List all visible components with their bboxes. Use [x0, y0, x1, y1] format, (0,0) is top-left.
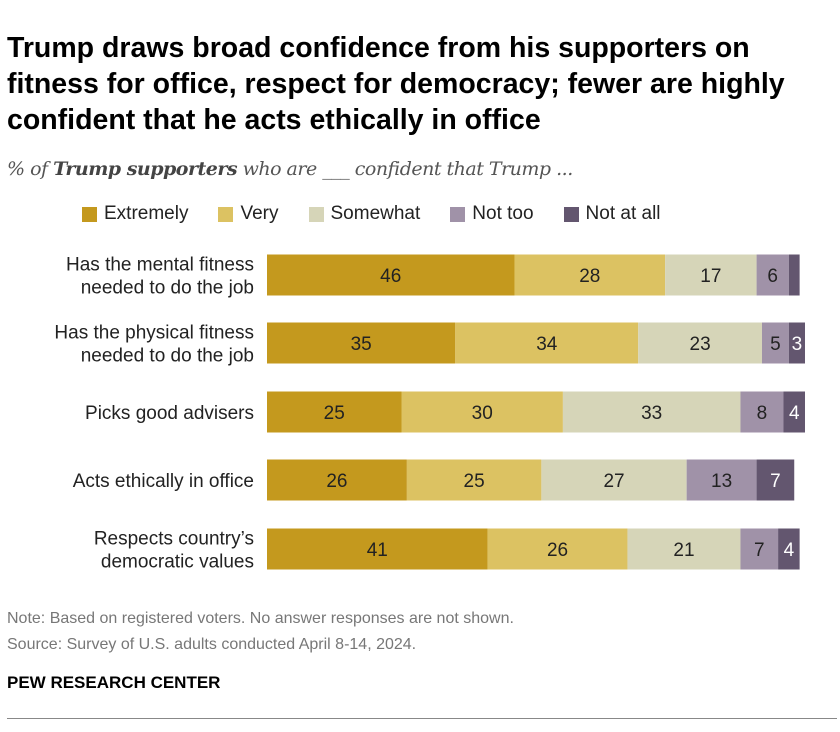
legend-label: Not at all — [585, 203, 661, 224]
legend-item: Extremely — [82, 203, 188, 225]
data-label: 35 — [351, 334, 372, 355]
legend-label: Somewhat — [330, 203, 421, 224]
bar-segment-not-too — [761, 322, 789, 364]
bar-segment-very — [455, 322, 639, 364]
data-label: 33 — [641, 403, 662, 424]
data-label: 26 — [547, 540, 568, 561]
bar-segment-not-at-all — [783, 391, 805, 433]
brand-logo-text: PEW RESEARCH CENTER — [7, 673, 221, 692]
data-label: 7 — [754, 540, 765, 561]
data-label: 6 — [767, 266, 778, 287]
data-label: 26 — [326, 471, 347, 492]
category-label: needed to do the job — [81, 278, 254, 299]
subtitle-prefix: % of — [7, 158, 54, 180]
subtitle-suffix: who are ___ confident that Trump ... — [237, 158, 574, 180]
legend-item: Not at all — [563, 203, 661, 225]
chart-subtitle: % of Trump supporters who are ___ confid… — [7, 158, 573, 180]
category-label: democratic values — [101, 552, 254, 573]
bar-segment-extremely — [267, 391, 402, 433]
data-label: 4 — [784, 540, 795, 561]
data-label: 13 — [711, 471, 732, 492]
footnotes: Note: Based on registered voters. No ans… — [7, 606, 514, 658]
bar-segment-very — [401, 391, 563, 433]
bar-segment-somewhat — [627, 528, 741, 570]
legend-swatch — [218, 206, 234, 222]
legend-label: Very — [240, 203, 279, 224]
bar-segment-not-too — [740, 391, 784, 433]
bar-segment-not-at-all — [756, 459, 795, 501]
category-label: Acts ethically in office — [73, 471, 254, 492]
category-label: Has the physical fitness — [54, 323, 254, 344]
legend-item: Somewhat — [308, 203, 421, 225]
legend-item: Very — [218, 203, 279, 225]
legend-item: Not too — [450, 203, 534, 225]
bar-segment-somewhat — [638, 322, 762, 364]
data-label: 25 — [464, 471, 485, 492]
legend-swatch — [563, 206, 579, 222]
bar-segment-not-at-all — [788, 322, 805, 364]
subtitle-bold: Trump supporters — [53, 158, 238, 180]
bar-segment-not-at-all — [788, 254, 800, 296]
legend: Extremely Very Somewhat Not too Not at all — [82, 203, 691, 225]
bar-segment-very — [406, 459, 542, 501]
chart-title: Trump draws broad confidence from his su… — [7, 32, 785, 136]
category-label: Picks good advisers — [85, 403, 254, 424]
bar-segment-not-too — [686, 459, 757, 501]
legend-swatch — [82, 206, 97, 222]
category-label: Has the mental fitness — [66, 255, 254, 276]
data-label: 7 — [770, 471, 781, 492]
bar-segment-not-at-all — [778, 528, 800, 570]
data-label: 25 — [324, 403, 345, 424]
data-label: 27 — [603, 471, 624, 492]
data-label: 30 — [472, 403, 493, 424]
bar-segment-somewhat — [665, 254, 757, 296]
category-label: needed to do the job — [81, 346, 254, 367]
data-label: 46 — [380, 266, 401, 287]
bar-segment-very — [487, 528, 628, 570]
legend-swatch — [308, 206, 324, 222]
data-label: 21 — [673, 540, 694, 561]
data-label: 4 — [789, 403, 800, 424]
bar-segment-extremely — [267, 459, 407, 501]
data-label: 41 — [367, 540, 388, 561]
data-label: 17 — [700, 266, 721, 287]
data-label: 34 — [536, 334, 558, 355]
legend-label: Extremely — [104, 203, 189, 224]
bar-segment-not-too — [756, 254, 789, 296]
bar-segment-extremely — [267, 322, 456, 364]
note: Note: Based on registered voters. No ans… — [7, 610, 514, 627]
category-label: Respects country’s — [94, 529, 254, 550]
bar-segment-somewhat — [541, 459, 687, 501]
data-label: 8 — [757, 403, 768, 424]
bottom-rule — [7, 718, 837, 719]
data-label: 5 — [770, 334, 781, 355]
bar-segment-extremely — [267, 528, 488, 570]
bar-segment-extremely — [267, 254, 515, 296]
bar-segment-somewhat — [562, 391, 741, 433]
source: Source: Survey of U.S. adults conducted … — [7, 636, 417, 653]
legend-swatch — [450, 206, 466, 222]
data-label: 28 — [579, 266, 600, 287]
data-label: 3 — [792, 334, 803, 355]
data-label: 23 — [690, 334, 711, 355]
bar-segment-not-too — [740, 528, 779, 570]
bar-segment-very — [514, 254, 666, 296]
legend-label: Not too — [472, 203, 534, 224]
